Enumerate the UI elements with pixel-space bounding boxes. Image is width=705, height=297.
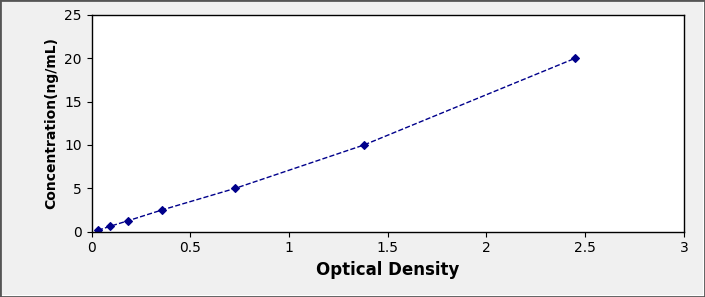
Y-axis label: Concentration(ng/mL): Concentration(ng/mL)	[44, 37, 59, 209]
X-axis label: Optical Density: Optical Density	[316, 261, 460, 279]
